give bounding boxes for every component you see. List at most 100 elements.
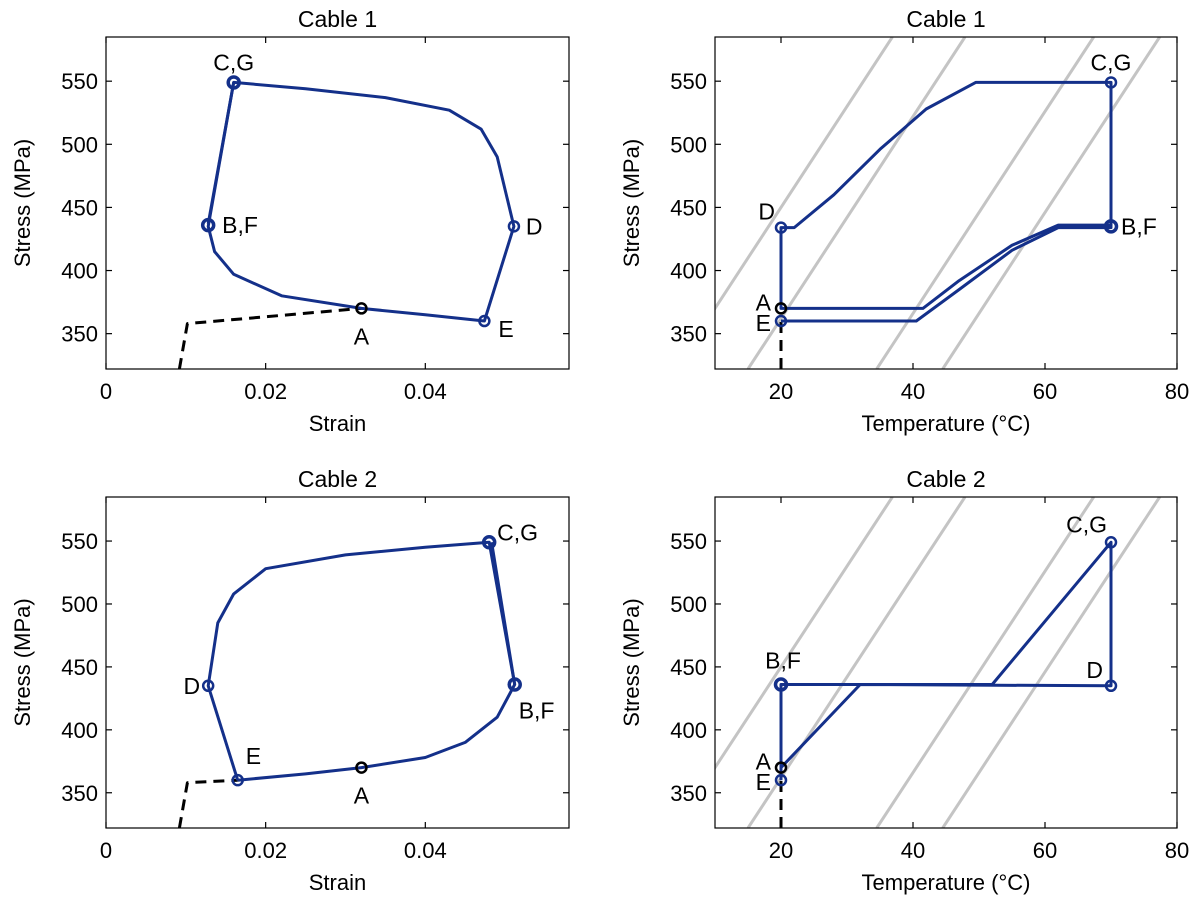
point-label-e: E [756,310,771,336]
point-marker-d [774,221,788,234]
point-marker-cg [1104,76,1118,89]
isotherm-line-3 [875,37,1095,369]
point-marker-bf [773,677,789,692]
point-marker-cg [1104,536,1118,549]
point-marker-a [355,302,368,315]
point-label-a: A [354,783,370,809]
point-label-a: A [756,289,772,315]
x-tick-label: 0 [100,379,112,404]
cycle-curve-2 [490,542,517,685]
point-label-cg: C,G [497,519,538,545]
point-label-bf: B,F [519,698,555,724]
point-label-d: D [184,673,201,699]
isotherm-line-1 [715,37,894,312]
x-tick-label: 80 [1165,838,1189,863]
y-axis-label: Stress (MPa) [10,139,35,267]
point-marker-d [201,679,215,693]
point-marker-a [355,761,368,774]
x-tick-label: 40 [901,838,925,863]
point-marker-bf [507,677,522,692]
point-marker-cg [226,75,241,90]
cycle-curve-1 [779,540,1113,781]
x-tick-label: 0.02 [244,379,287,404]
cycle-curve-1 [206,80,516,323]
panel-cable1-strain: 0 0.02 0.04 350 400 450 500 550 Cable 1 Strain Str… [10,6,570,436]
isotherm-line-2 [746,37,967,369]
y-tick-label: 400 [670,259,707,284]
point-label-a: A [756,749,772,775]
axes-frame [714,36,1178,370]
chart-title: Cable 2 [298,466,377,492]
point-marker-e [231,773,244,787]
point-marker-a [774,761,788,774]
point-marker-cg [481,535,497,550]
point-label-e: E [756,769,771,795]
point-label-e: E [498,316,513,342]
point-marker-d [1104,679,1118,693]
cycle-curve-2 [206,82,236,225]
x-axis-label: Temperature (°C) [862,411,1031,436]
y-tick-label: 400 [670,718,707,743]
dashed-loading-line [177,778,238,828]
y-axis-label: Stress (MPa) [619,139,644,267]
point-marker-a [774,302,788,315]
point-marker-d [507,220,521,233]
y-tick-label: 450 [670,655,707,680]
point-label-d: D [758,199,775,225]
point-label-cg: C,G [213,49,254,75]
y-tick-label: 400 [61,259,98,284]
chart-title: Cable 1 [906,6,985,32]
point-label-d: D [1086,657,1103,683]
y-axis-label: Stress (MPa) [10,598,35,726]
y-tick-label: 550 [61,69,98,94]
chart-title: Cable 1 [298,6,377,32]
y-tick-label: 450 [61,195,98,220]
panel-cable1-temperature: 20 40 60 80 350 400 450 500 550 Cable 1 Temperatur… [619,6,1189,436]
y-tick-label: 400 [61,718,98,743]
isotherm-line-3 [875,497,1095,828]
panel-cable2-strain: 0 0.02 0.04 350 400 450 500 550 Cable 2 Strain Str… [10,466,570,895]
point-marker-bf [1103,219,1119,234]
axes-frame [714,496,1178,829]
y-axis-label: Stress (MPa) [619,598,644,726]
x-tick-label: 20 [769,838,793,863]
x-axis-label: Strain [309,870,366,895]
y-tick-label: 350 [61,322,98,347]
point-label-d: D [526,213,543,239]
y-tick-label: 350 [670,781,707,806]
y-tick-label: 500 [61,592,98,617]
point-label-cg: C,G [1066,511,1107,537]
y-tick-label: 550 [61,529,98,554]
point-label-bf: B,F [765,648,801,674]
dashed-loading-line [177,306,362,369]
point-label-bf: B,F [1121,213,1157,239]
y-tick-label: 350 [61,781,98,806]
isotherm-line-4 [941,37,1161,369]
point-label-e: E [246,743,261,769]
x-tick-label: 0.04 [404,379,447,404]
y-tick-label: 500 [670,592,707,617]
x-tick-label: 60 [1033,838,1057,863]
x-tick-label: 0 [100,838,112,863]
point-marker-e [478,314,491,328]
axes-frame [105,496,570,829]
cycle-curve-1 [779,80,1113,323]
y-tick-label: 500 [61,132,98,157]
isotherm-line-4 [941,497,1161,828]
point-label-cg: C,G [1091,49,1132,75]
x-tick-label: 0.02 [244,838,287,863]
point-marker-bf [200,217,216,233]
y-tick-label: 350 [670,322,707,347]
point-marker-e [774,314,788,328]
point-label-bf: B,F [222,212,258,238]
y-tick-label: 550 [670,529,707,554]
x-tick-label: 0.04 [404,838,447,863]
y-tick-label: 450 [61,655,98,680]
y-tick-label: 500 [670,132,707,157]
x-tick-label: 60 [1033,379,1057,404]
y-tick-label: 450 [670,195,707,220]
x-tick-label: 20 [769,379,793,404]
x-tick-label: 80 [1165,379,1189,404]
point-label-a: A [354,323,370,349]
